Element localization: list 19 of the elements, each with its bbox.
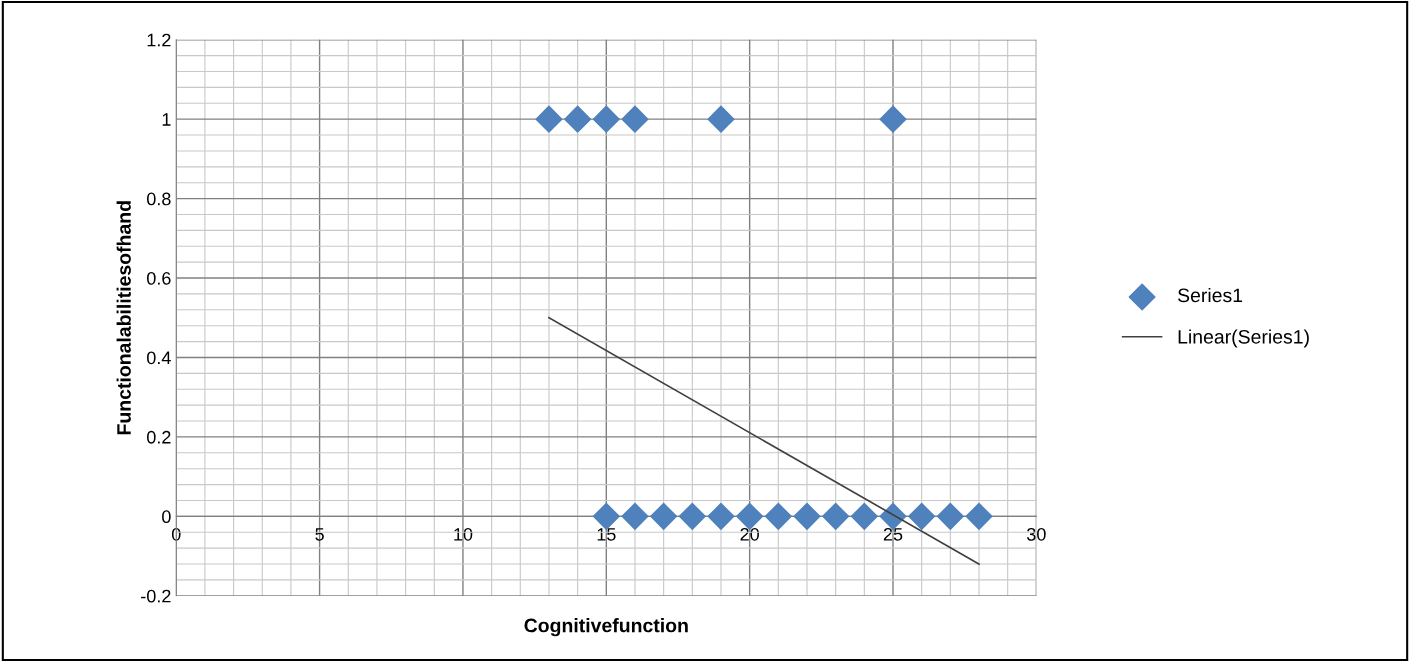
x-tick-label: 25 — [883, 527, 903, 541]
legend-label: Series1 — [1177, 287, 1243, 303]
x-tick-label: 0 — [171, 527, 181, 541]
y-tick-label: 1 — [162, 113, 171, 126]
legend-label: Linear(Series1) — [1178, 329, 1309, 348]
y-tick-label: 0 — [162, 510, 171, 524]
y-axis-title: Functionalabilitiesofhand — [116, 201, 131, 435]
y-tick-label: 0.4 — [147, 351, 171, 365]
y-tick-label: 0.8 — [147, 192, 171, 206]
x-tick-label: 10 — [454, 527, 473, 541]
y-tick-label: 1.2 — [147, 33, 171, 47]
x-tick-label: 15 — [597, 528, 616, 541]
x-axis-title: Cognitivefunction — [524, 618, 688, 637]
x-tick-label: 30 — [1027, 527, 1046, 541]
x-tick-label: 5 — [315, 528, 324, 541]
y-tick-label: 0.6 — [147, 271, 171, 285]
x-tick-label: 20 — [740, 527, 759, 541]
y-tick-label: 0.2 — [147, 430, 171, 444]
y-tick-label: -0.2 — [141, 589, 171, 603]
